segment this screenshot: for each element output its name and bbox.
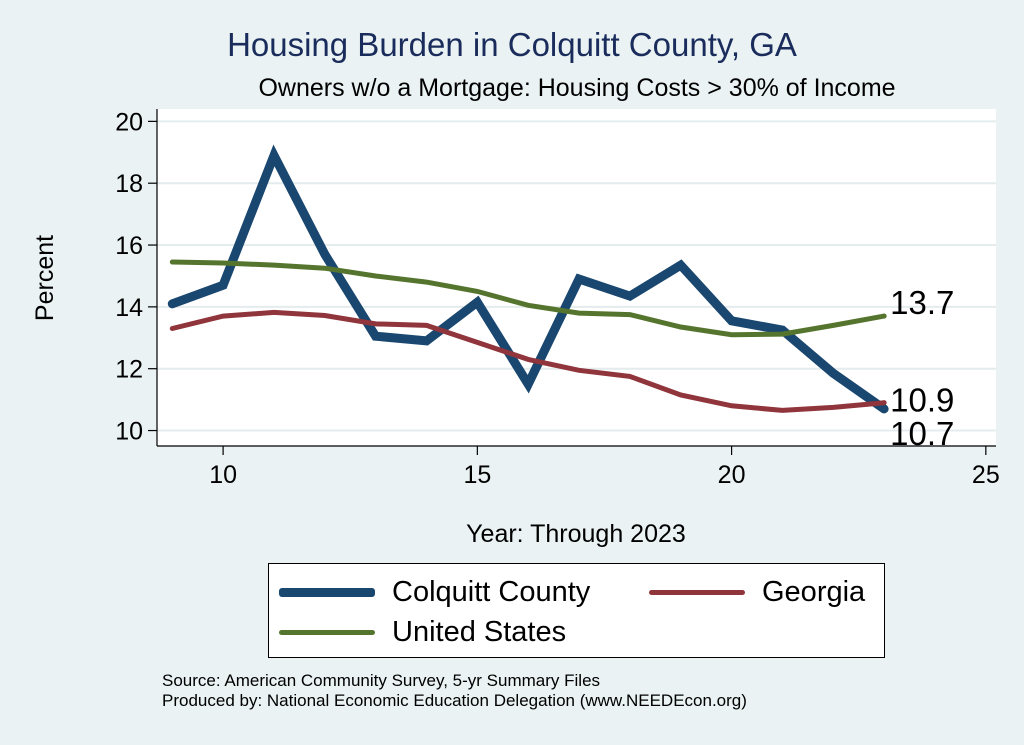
end-labels: 10.710.9 13.7 xyxy=(881,284,954,452)
y-tick-label-14: 14 xyxy=(115,294,143,322)
x-axis-title: Year: Through 2023 xyxy=(466,520,686,548)
legend-item-georgia: Georgia xyxy=(649,576,865,609)
y-tick-label-12: 12 xyxy=(115,356,143,384)
chart-subtitle: Owners w/o a Mortgage: Housing Costs > 3… xyxy=(258,74,896,102)
series-line-united-states xyxy=(169,259,887,338)
x-axis: 10 15 20 25 xyxy=(157,445,1000,489)
series-line-colquitt-county xyxy=(167,144,889,414)
end-label-colquitt-county: 10.7 xyxy=(890,415,954,452)
legend-item-united-states: United States xyxy=(279,616,566,649)
end-label-georgia: 10.9 xyxy=(890,382,954,419)
y-tick-label-16: 16 xyxy=(115,232,143,260)
line-chart: 10 12 14 16 18 20 10 15 20 25 10.710.9 13.7 Perce… xyxy=(31,108,1000,548)
y-tick-label-20: 20 xyxy=(115,108,143,136)
end-label-united-states: 13.7 xyxy=(890,284,954,321)
x-tick-label-20: 20 xyxy=(718,461,746,489)
x-tick-label-25: 25 xyxy=(972,461,1000,489)
series-lines xyxy=(167,144,889,414)
y-axis-title: Percent xyxy=(31,235,59,321)
legend-label-united-states: United States xyxy=(392,616,567,648)
end-marker-colquitt-county xyxy=(881,406,887,412)
legend: Colquitt County Georgia United States xyxy=(268,563,885,658)
chart-title: Housing Burden in Colquitt County, GA xyxy=(227,26,797,63)
y-axis: 10 12 14 16 18 20 xyxy=(115,108,158,446)
grid-lines xyxy=(157,120,996,432)
legend-swatch-georgia xyxy=(649,590,745,595)
end-marker-united-states xyxy=(881,313,887,319)
source-notes: Source: American Community Survey, 5-yr … xyxy=(162,671,747,711)
legend-swatch-colquitt-county xyxy=(279,588,375,597)
legend-label-georgia: Georgia xyxy=(762,576,866,608)
legend-swatch-united-states xyxy=(279,630,375,635)
series-line-georgia xyxy=(169,309,887,413)
legend-label-colquitt-county: Colquitt County xyxy=(392,576,591,608)
x-tick-label-10: 10 xyxy=(209,461,237,489)
x-tick-label-15: 15 xyxy=(463,461,491,489)
produced-by-note: Produced by: National Economic Education… xyxy=(162,691,747,710)
legend-item-colquitt-county: Colquitt County xyxy=(279,576,590,609)
source-note: Source: American Community Survey, 5-yr … xyxy=(162,671,601,690)
end-marker-georgia xyxy=(881,400,887,406)
y-tick-label-10: 10 xyxy=(115,418,143,446)
y-tick-label-18: 18 xyxy=(115,170,143,198)
